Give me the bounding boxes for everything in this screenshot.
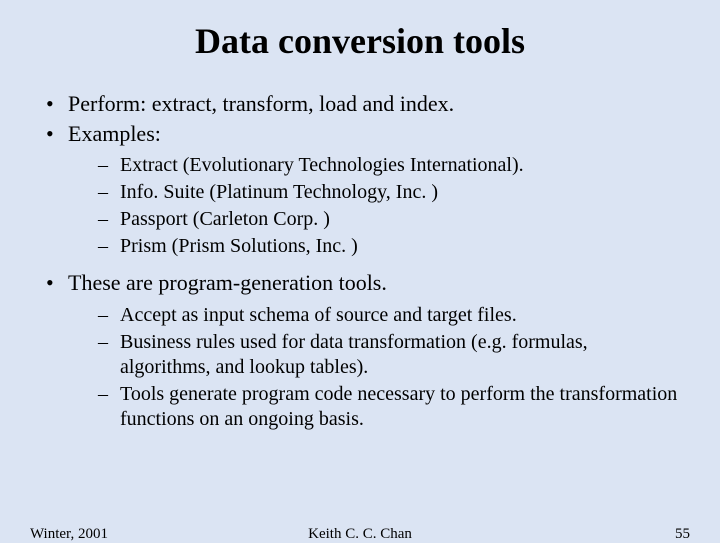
footer-page-number: 55 (675, 526, 690, 543)
sub-bullet-item: Tools generate program code necessary to… (94, 382, 680, 432)
slide-title: Data conversion tools (40, 20, 680, 62)
footer-author: Keith C. C. Chan (0, 526, 720, 543)
bullet-list: Perform: extract, transform, load and in… (40, 90, 680, 432)
bullet-text: Perform: extract, transform, load and in… (68, 91, 454, 116)
sub-bullet-item: Business rules used for data transformat… (94, 330, 680, 380)
bullet-text: Examples: (68, 121, 161, 146)
sub-bullet-item: Accept as input schema of source and tar… (94, 303, 680, 328)
sub-bullet-item: Prism (Prism Solutions, Inc. ) (94, 234, 680, 259)
bullet-item: Examples: Extract (Evolutionary Technolo… (40, 120, 680, 260)
sub-bullet-list: Accept as input schema of source and tar… (94, 303, 680, 432)
bullet-item: These are program-generation tools. Acce… (40, 269, 680, 432)
bullet-item: Perform: extract, transform, load and in… (40, 90, 680, 118)
sub-bullet-list: Extract (Evolutionary Technologies Inter… (94, 153, 680, 259)
bullet-text: These are program-generation tools. (68, 270, 387, 295)
sub-bullet-item: Passport (Carleton Corp. ) (94, 207, 680, 232)
sub-bullet-item: Info. Suite (Platinum Technology, Inc. ) (94, 180, 680, 205)
sub-bullet-item: Extract (Evolutionary Technologies Inter… (94, 153, 680, 178)
